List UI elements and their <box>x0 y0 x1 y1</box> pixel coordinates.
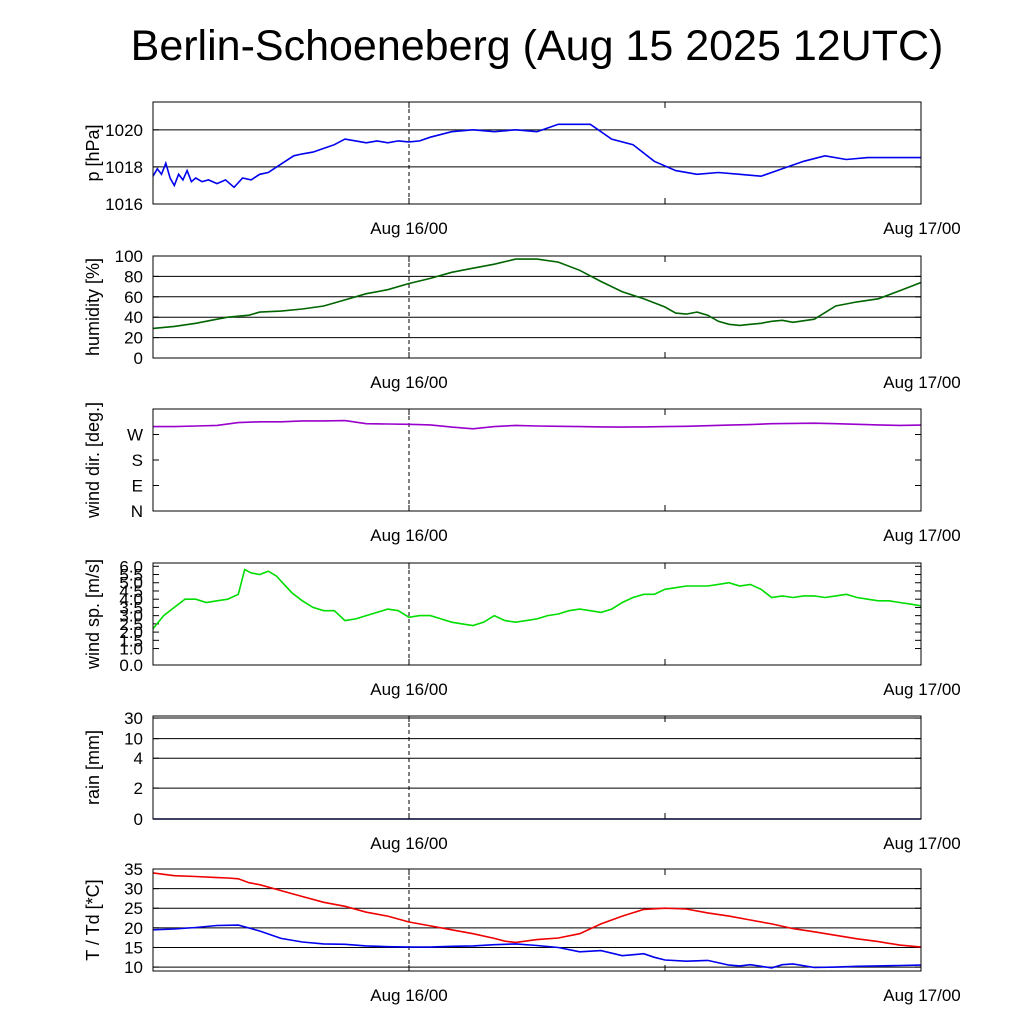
y-tick-label: 0 <box>134 349 143 368</box>
series-line <box>152 123 921 189</box>
y-tick-label: 1.0 <box>119 640 143 659</box>
plot-frame <box>152 408 922 512</box>
y-axis-label: wind sp. [m/s] <box>83 559 103 670</box>
panel-5: 0 2 410 30 rain [mm] Aug 16/00 Aug 17/00 <box>83 709 961 853</box>
y-tick-label: 10 <box>124 958 143 977</box>
x-tick-label: Aug 17/00 <box>883 986 961 1005</box>
y-tick-label: 0.0 <box>119 656 143 675</box>
series-line <box>152 872 922 948</box>
y-tick-label: 80 <box>124 267 143 286</box>
x-tick-label: Aug 17/00 <box>883 219 961 238</box>
y-tick-label: 35 <box>124 860 143 879</box>
y-tick-label: 30 <box>124 709 143 728</box>
panel-4: 0.01.01.52.02.53.03.54.04.55.05.56.0 wind… <box>83 557 961 699</box>
y-tick-label: 10 <box>124 730 143 749</box>
y-tick-label: E <box>132 477 143 496</box>
y-tick-label: 4.5 <box>119 582 143 601</box>
x-tick-label: Aug 17/00 <box>883 834 961 853</box>
x-tick-label: Aug 16/00 <box>370 680 448 699</box>
y-tick-label: 20 <box>124 329 143 348</box>
y-tick-label: 5.5 <box>119 566 143 585</box>
y-tick-label: 30 <box>124 880 143 899</box>
plot-frame <box>152 868 922 972</box>
y-tick-label: 1020 <box>105 121 143 140</box>
chart-title: Berlin-Schoeneberg (Aug 15 2025 12UTC) <box>130 22 944 70</box>
plot-frame <box>152 562 922 666</box>
x-tick-label: Aug 16/00 <box>370 219 448 238</box>
y-tick-label: 1018 <box>105 158 143 177</box>
plot-frame <box>152 101 922 205</box>
y-tick-label: W <box>127 426 143 445</box>
series-line <box>152 568 922 630</box>
y-tick-label: 20 <box>124 919 143 938</box>
series-line <box>153 419 922 430</box>
y-tick-label: 3.0 <box>119 607 143 626</box>
y-tick-label: 6.0 <box>119 557 143 576</box>
y-tick-label: 5.0 <box>119 574 143 593</box>
x-tick-label: Aug 16/00 <box>370 986 448 1005</box>
y-tick-label: 1.5 <box>119 631 143 650</box>
y-tick-label: 2 <box>134 779 143 798</box>
y-axis-label: humidity [%] <box>83 258 103 356</box>
x-tick-label: Aug 17/00 <box>883 680 961 699</box>
y-axis-label: T / Td [*C] <box>83 879 103 960</box>
y-tick-label: 1016 <box>105 195 143 214</box>
y-tick-label: 60 <box>124 288 143 307</box>
y-axis-label: wind dir. [deg.] <box>83 402 103 519</box>
plot-frame <box>152 255 922 359</box>
y-tick-label: 4 <box>134 749 143 768</box>
x-tick-label: Aug 16/00 <box>370 834 448 853</box>
y-tick-label: 3.5 <box>119 598 143 617</box>
y-tick-label: 4.0 <box>119 590 143 609</box>
y-tick-label: 25 <box>124 899 143 918</box>
y-tick-label: 100 <box>115 247 143 266</box>
y-tick-label: 15 <box>124 938 143 957</box>
y-axis-label: p [hPa] <box>83 124 103 181</box>
y-tick-label: S <box>132 451 143 470</box>
y-tick-label: 0 <box>134 810 143 829</box>
y-tick-label: N <box>131 502 143 521</box>
plot-frame <box>152 715 922 820</box>
series-line <box>152 258 922 330</box>
series-line <box>152 924 922 969</box>
y-tick-label: 40 <box>124 308 143 327</box>
x-tick-label: Aug 17/00 <box>883 526 961 545</box>
x-tick-label: Aug 17/00 <box>883 373 961 392</box>
x-tick-label: Aug 16/00 <box>370 373 448 392</box>
x-tick-label: Aug 16/00 <box>370 526 448 545</box>
y-tick-label: 2.0 <box>119 623 143 642</box>
y-tick-label: 2.5 <box>119 615 143 634</box>
y-axis-label: rain [mm] <box>83 730 103 805</box>
